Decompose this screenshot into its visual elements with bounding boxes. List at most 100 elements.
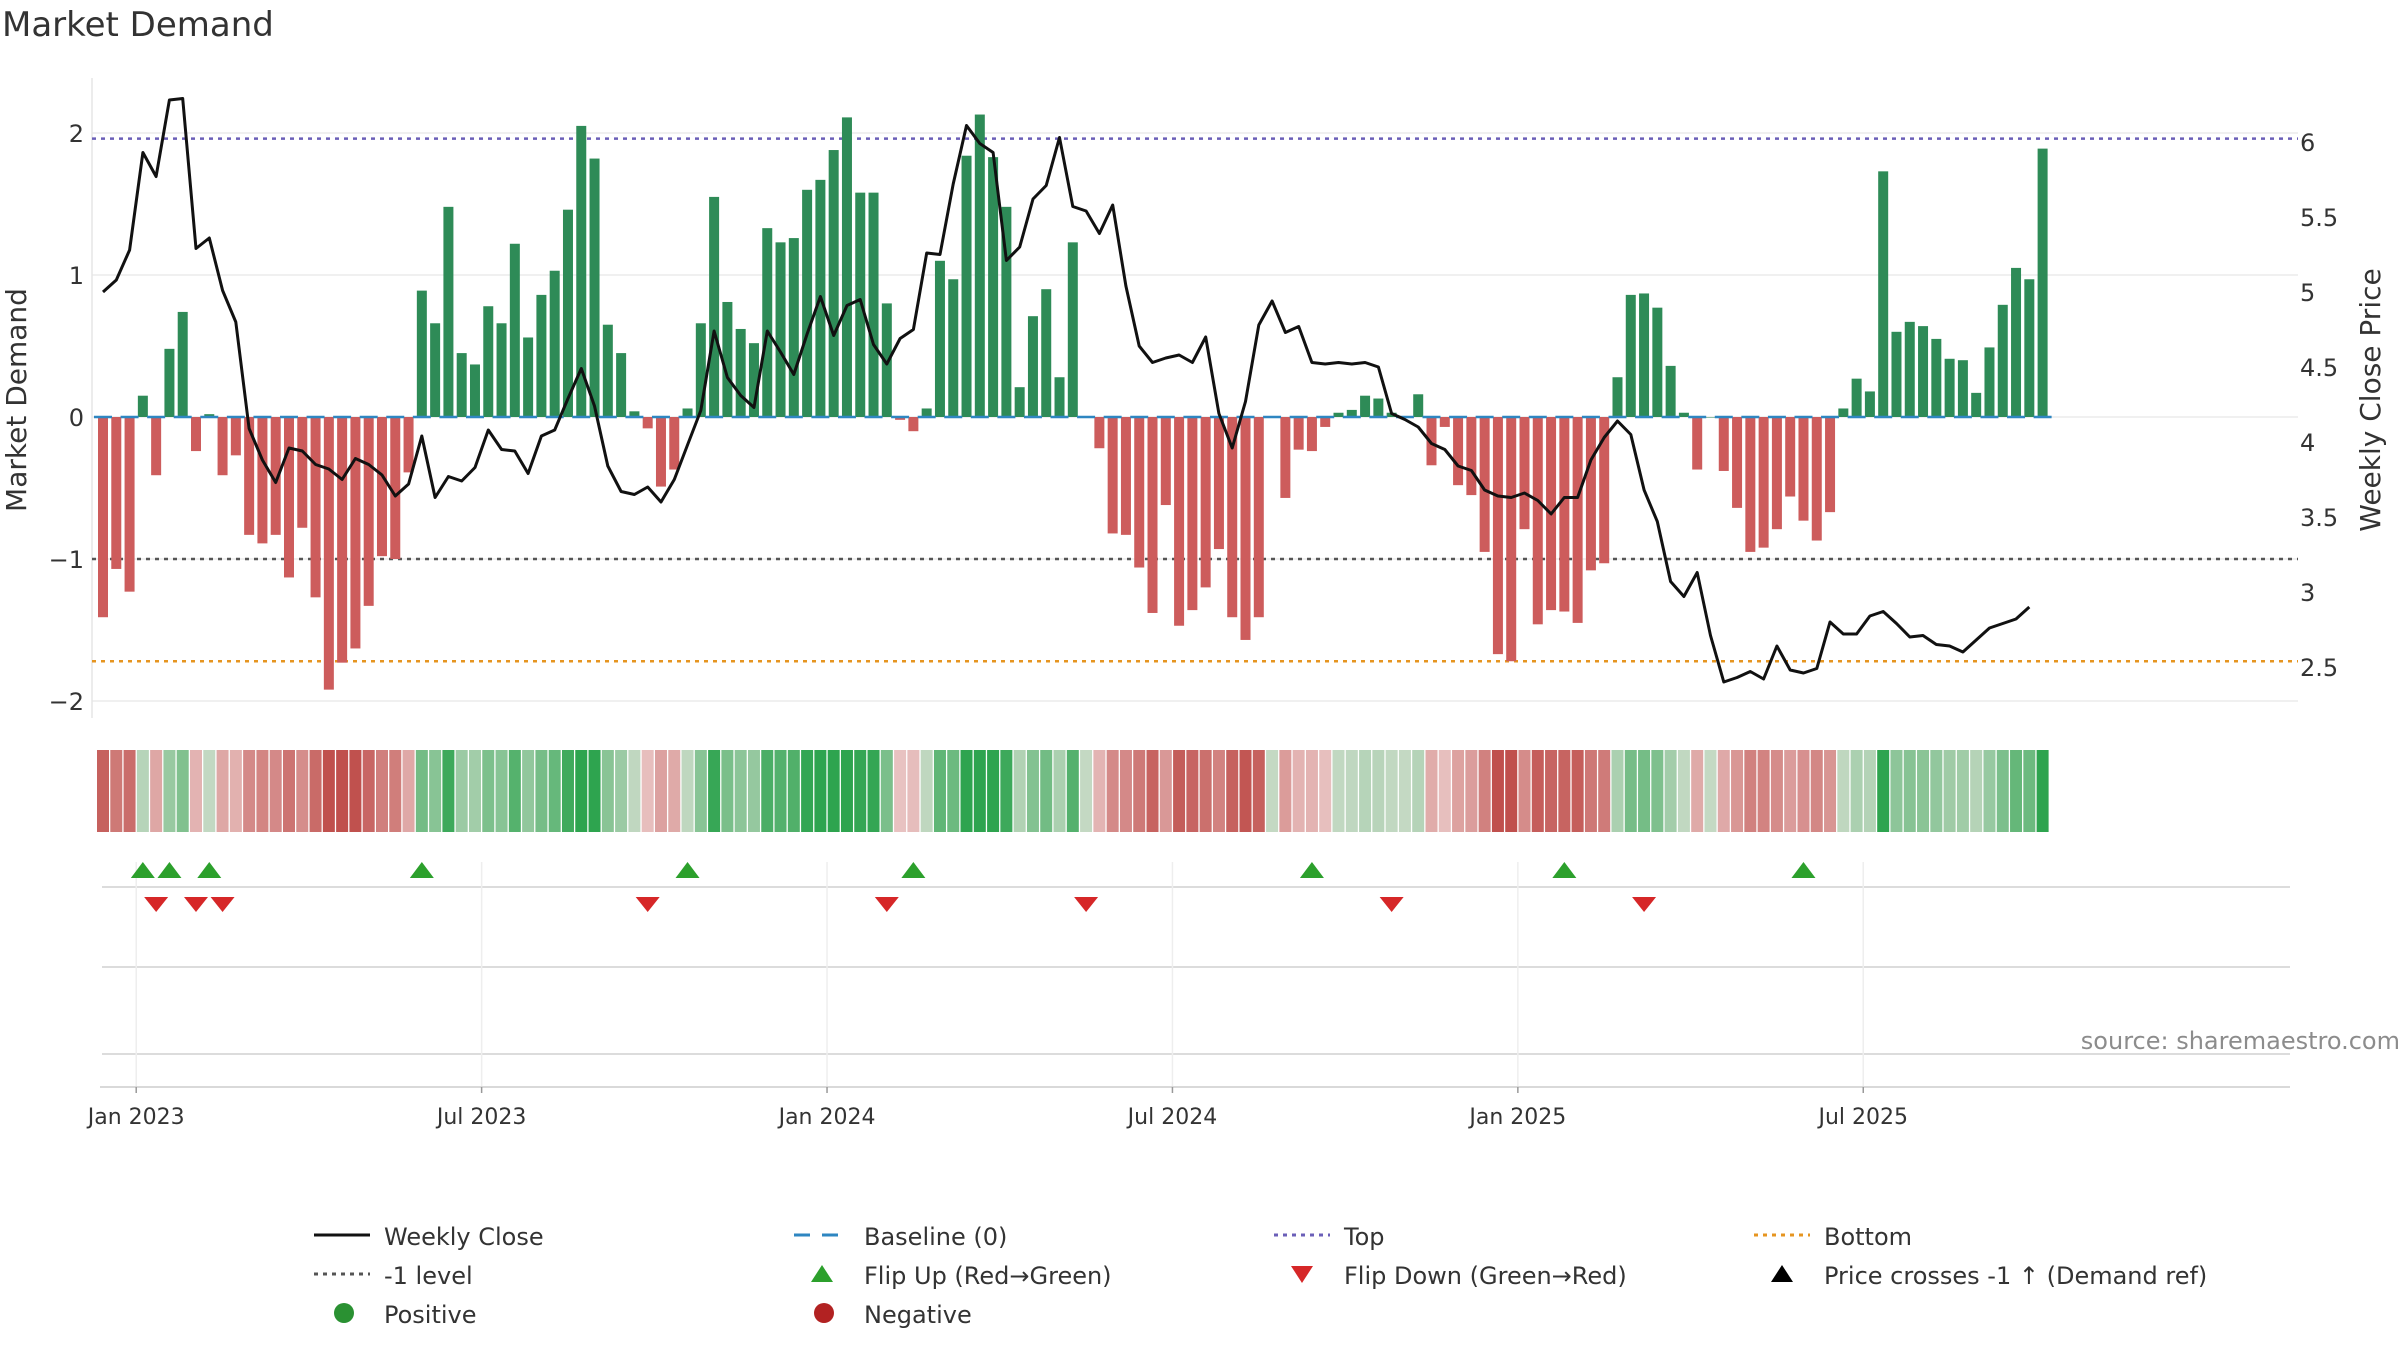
demand-bar [1918,326,1929,417]
heat-cell [601,750,614,832]
heat-cell [1319,750,1332,832]
legend-item: Top [1274,1223,1385,1251]
demand-bar [1213,417,1224,550]
legend-label: Flip Down (Green→Red) [1344,1262,1627,1290]
demand-bar [934,260,945,417]
heat-cell [1425,750,1438,832]
heat-cell [1332,750,1345,832]
heat-cell [296,750,309,832]
legend-label: -1 level [384,1262,473,1290]
legend-swatch-triangle-up [811,1265,833,1282]
demand-bar [2037,148,2048,417]
flip-up-marker [1791,862,1816,878]
y2-tick-label: 4.5 [2300,354,2338,382]
heat-cell [482,750,495,832]
legend-label: Bottom [1824,1223,1912,1251]
demand-bar [443,206,454,417]
heat-cell [468,750,481,832]
demand-bar [1134,417,1145,568]
demand-bar [616,353,627,417]
x-tick-label: Jan 2023 [86,1105,185,1130]
heat-cell [150,750,163,832]
flip-up-marker [1299,862,1324,878]
legend-item: -1 level [314,1262,473,1290]
heat-cell [243,750,256,832]
heat-cell [1996,750,2009,832]
demand-bar [217,417,228,476]
flip-down-marker [183,897,208,912]
heat-cell [654,750,667,832]
demand-bar [1931,338,1942,417]
heat-cell [774,750,787,832]
heat-cell [322,750,335,832]
demand-bar [1492,417,1503,655]
demand-bar [1439,417,1450,427]
heat-cell [1810,750,1823,832]
heat-cell [628,750,641,832]
heat-cell [668,750,681,832]
demand-bar [1014,387,1025,417]
demand-bar [1625,294,1636,417]
y-tick-label: 0 [69,404,84,432]
demand-panel: 2 1 0 −1 −2 6 5.5 5 4.5 4 3.5 3 2.5 Market Demand W… [0,78,2387,718]
demand-bar [1572,417,1583,623]
demand-bar [841,117,852,417]
demand-bar [363,417,374,606]
heat-cell [960,750,973,832]
heat-cell [402,750,415,832]
heat-cell [203,750,216,832]
demand-bar [1904,321,1915,417]
heat-cell [1412,750,1425,832]
heat-cell [1797,750,1810,832]
y-tick-label: −1 [49,546,84,574]
demand-bar [376,417,387,557]
heat-cell [1372,750,1385,832]
demand-bar [430,323,441,417]
heat-cell [189,750,202,832]
demand-bar [536,294,547,417]
heat-cell [1266,750,1279,832]
flip-down-marker [210,897,235,912]
heat-cell [1000,750,1013,832]
left-axis-ticks: 2 1 0 −1 −2 [49,120,84,716]
legend: Weekly Close Baseline (0) Top Bottom -1 leve… [314,1223,2207,1329]
heat-cell [1080,750,1093,832]
flip-down-marker [144,897,169,912]
flip-down-marker [874,897,899,912]
demand-bar [1346,409,1357,417]
demand-bar [137,395,148,417]
demand-bar [1957,360,1968,417]
heat-cell [641,750,654,832]
demand-bar [669,417,680,470]
x-tick-label: Jan 2024 [777,1105,876,1130]
heat-cell [123,750,136,832]
y-tick-label: −2 [49,688,84,716]
demand-heat-strip [97,750,2049,832]
demand-bar [1997,304,2008,417]
demand-bar [735,328,746,417]
demand-bar [748,343,759,417]
heat-cell [2036,750,2049,832]
legend-label: Price crosses -1 ↑ (Demand ref) [1824,1262,2207,1290]
heat-cell [1505,750,1518,832]
demand-bar [1585,417,1596,571]
heat-cell [1518,750,1531,832]
demand-bar [1479,417,1490,552]
heat-cell [1970,750,1983,832]
heat-cell [721,750,734,832]
legend-label: Top [1343,1223,1385,1251]
demand-bar [509,243,520,417]
heat-cell [761,750,774,832]
demand-bar [1851,378,1862,417]
demand-bar [190,417,201,452]
heat-cell [1584,750,1597,832]
demand-bar [576,125,587,418]
demand-bar [257,417,268,544]
demand-bar [1160,417,1171,506]
demand-bar [1718,417,1729,471]
legend-item: Weekly Close [314,1223,544,1251]
heat-cell [2010,750,2023,832]
demand-bar [562,209,573,417]
demand-bar [323,417,334,690]
